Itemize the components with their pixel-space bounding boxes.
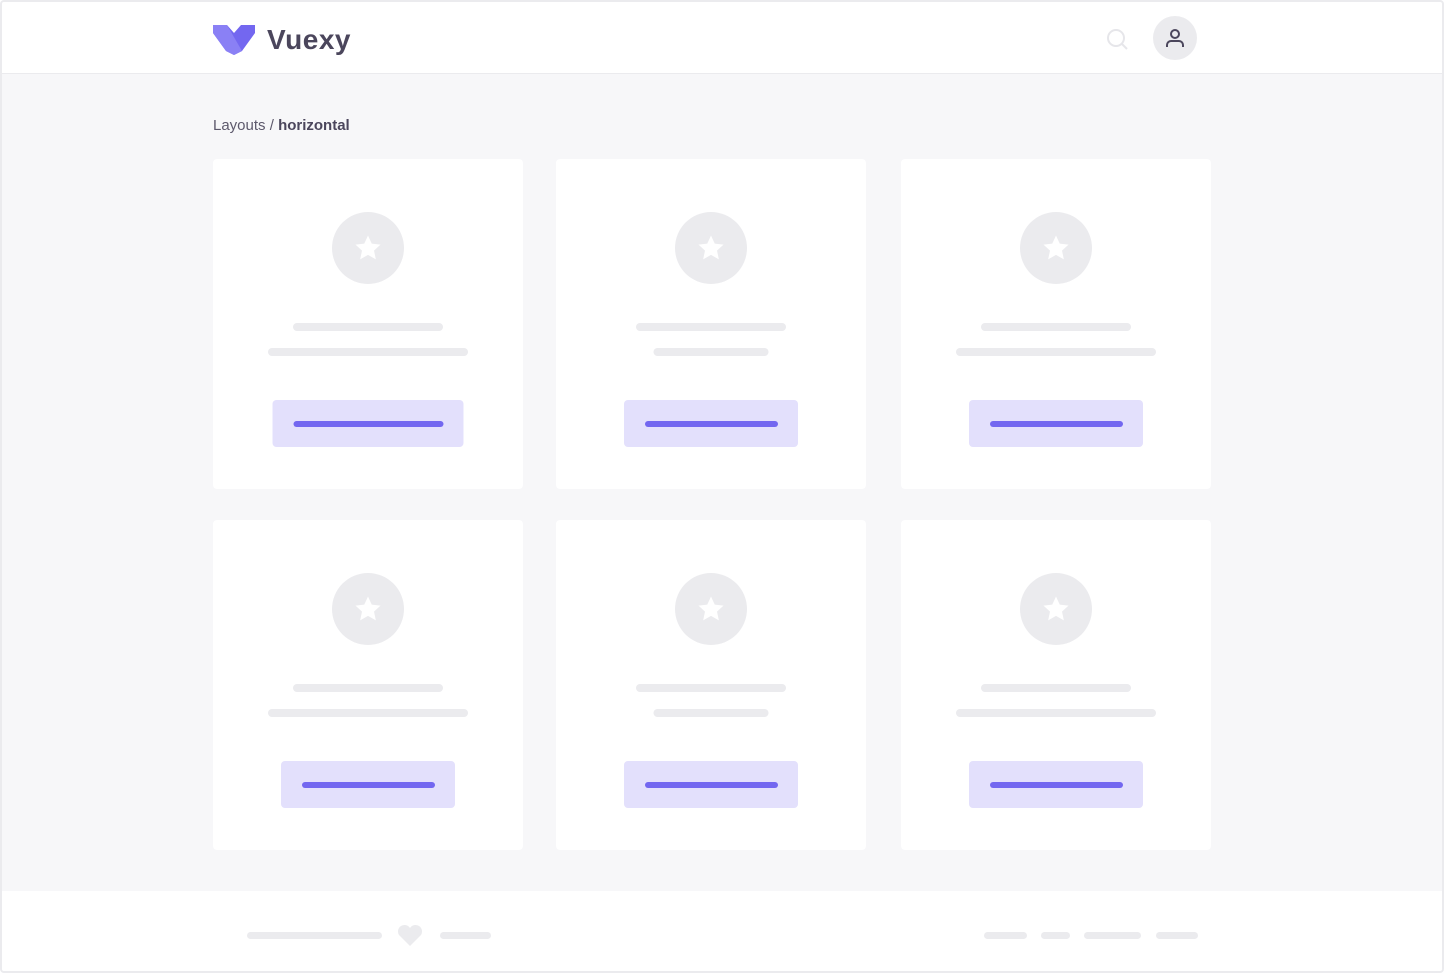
card-title-placeholder <box>636 323 786 331</box>
card-icon-circle <box>1020 212 1092 284</box>
heart-icon <box>397 924 423 946</box>
star-icon <box>355 596 381 621</box>
brand-logo[interactable]: Vuexy <box>213 24 351 56</box>
card-icon-circle <box>332 573 404 645</box>
star-icon <box>698 596 724 621</box>
card-icon-circle <box>675 212 747 284</box>
card-button[interactable] <box>624 400 798 447</box>
card-button[interactable] <box>624 761 798 808</box>
card-text-placeholder <box>268 348 468 356</box>
placeholder-card <box>213 520 523 850</box>
brand-name: Vuexy <box>267 24 351 55</box>
footer-text-placeholder <box>247 932 382 939</box>
card-button[interactable] <box>281 761 455 808</box>
card-text-placeholder <box>268 709 468 717</box>
card-title-placeholder <box>636 684 786 692</box>
card-button[interactable] <box>969 400 1143 447</box>
footer-link[interactable] <box>1041 932 1070 939</box>
card-icon-circle <box>1020 573 1092 645</box>
star-icon <box>1043 235 1069 260</box>
placeholder-card <box>901 159 1211 489</box>
card-text-placeholder <box>956 348 1156 356</box>
breadcrumb-parent[interactable]: Layouts <box>213 117 266 134</box>
card-text-placeholder <box>956 709 1156 717</box>
footer-text-placeholder <box>440 932 491 939</box>
card-title-placeholder <box>981 323 1131 331</box>
card-title-placeholder <box>981 684 1131 692</box>
card-text-placeholder <box>653 709 769 717</box>
top-navbar: Vuexy <box>2 2 1442 74</box>
footer <box>2 891 1442 971</box>
placeholder-card <box>213 159 523 489</box>
card-button[interactable] <box>969 761 1143 808</box>
placeholder-card <box>556 520 866 850</box>
card-button-label-placeholder <box>644 420 778 427</box>
search-icon[interactable] <box>1106 28 1130 52</box>
card-button-label-placeholder <box>301 781 435 788</box>
footer-link[interactable] <box>1156 932 1198 939</box>
placeholder-card <box>901 520 1211 850</box>
star-icon <box>698 235 724 260</box>
vuexy-logo-icon <box>213 25 255 55</box>
breadcrumb-current: horizontal <box>278 117 350 134</box>
card-icon-circle <box>675 573 747 645</box>
star-icon <box>355 235 381 260</box>
card-button-label-placeholder <box>644 781 778 788</box>
placeholder-card <box>556 159 866 489</box>
card-icon-circle <box>332 212 404 284</box>
user-avatar[interactable] <box>1153 16 1197 60</box>
card-button-label-placeholder <box>989 420 1123 427</box>
breadcrumb-separator: / <box>265 117 279 134</box>
card-title-placeholder <box>293 684 443 692</box>
user-icon <box>1166 29 1184 47</box>
card-text-placeholder <box>653 348 769 356</box>
breadcrumb: Layouts / horizontal <box>213 117 350 134</box>
card-title-placeholder <box>293 323 443 331</box>
star-icon <box>1043 596 1069 621</box>
card-button-label-placeholder <box>293 420 443 427</box>
footer-link[interactable] <box>984 932 1027 939</box>
card-button[interactable] <box>272 400 464 447</box>
card-button-label-placeholder <box>989 781 1123 788</box>
footer-link[interactable] <box>1084 932 1141 939</box>
